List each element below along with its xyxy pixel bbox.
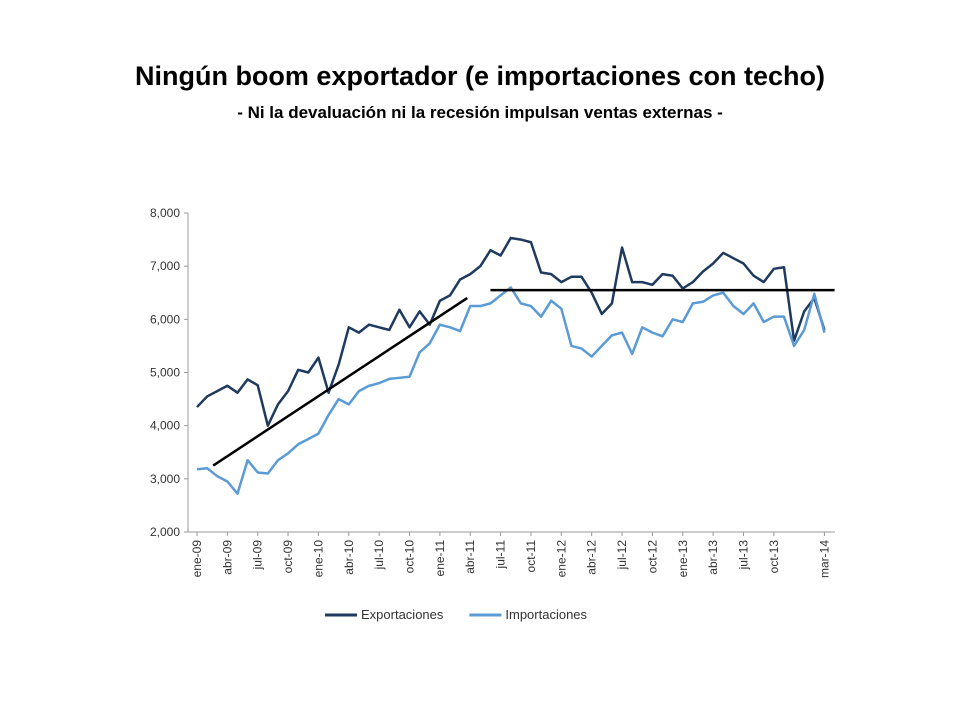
x-tick-label: oct-12 — [645, 540, 659, 574]
y-tick-label: 3,000 — [150, 472, 180, 486]
x-tick-label: jul-12 — [615, 540, 629, 571]
chart-title: Ningún boom exportador (e importaciones … — [135, 61, 825, 91]
x-tick-label: abr-11 — [463, 540, 477, 574]
x-tick-label: oct-10 — [403, 540, 417, 574]
x-tick-label: abr-09 — [220, 540, 234, 575]
x-tick-label: ene-13 — [676, 540, 690, 578]
x-tick-label: oct-13 — [767, 540, 781, 574]
chart-subtitle: - Ni la devaluación ni la recesión impul… — [237, 103, 723, 122]
x-tick-label: abr-12 — [585, 540, 599, 575]
x-tick-label: ene-10 — [311, 540, 325, 578]
x-tick-label: jul-13 — [736, 540, 750, 571]
x-tick-label: oct-09 — [281, 540, 295, 574]
y-tick-label: 8,000 — [150, 206, 180, 220]
series-line — [196, 236, 826, 427]
legend-label: Exportaciones — [361, 607, 444, 622]
x-tick-label: abr-13 — [706, 540, 720, 575]
x-tick-label: ene-09 — [190, 540, 204, 578]
y-tick-label: 6,000 — [150, 312, 180, 326]
y-tick-label: 4,000 — [150, 419, 180, 433]
series-line — [196, 286, 826, 495]
legend-label: Importaciones — [505, 607, 587, 622]
x-tick-label: jul-09 — [251, 540, 265, 571]
y-tick-label: 5,000 — [150, 366, 180, 380]
trend-line — [212, 297, 468, 467]
x-tick-label: oct-11 — [524, 540, 538, 573]
x-tick-label: abr-10 — [342, 540, 356, 575]
x-tick-label: ene-12 — [554, 540, 568, 578]
x-tick-label: ene-11 — [433, 540, 447, 577]
y-tick-label: 2,000 — [150, 525, 180, 539]
x-tick-label: jul-10 — [372, 540, 386, 571]
y-tick-label: 7,000 — [150, 259, 180, 273]
x-tick-label: mar-14 — [817, 540, 831, 578]
x-tick-label: jul-11 — [494, 540, 508, 570]
